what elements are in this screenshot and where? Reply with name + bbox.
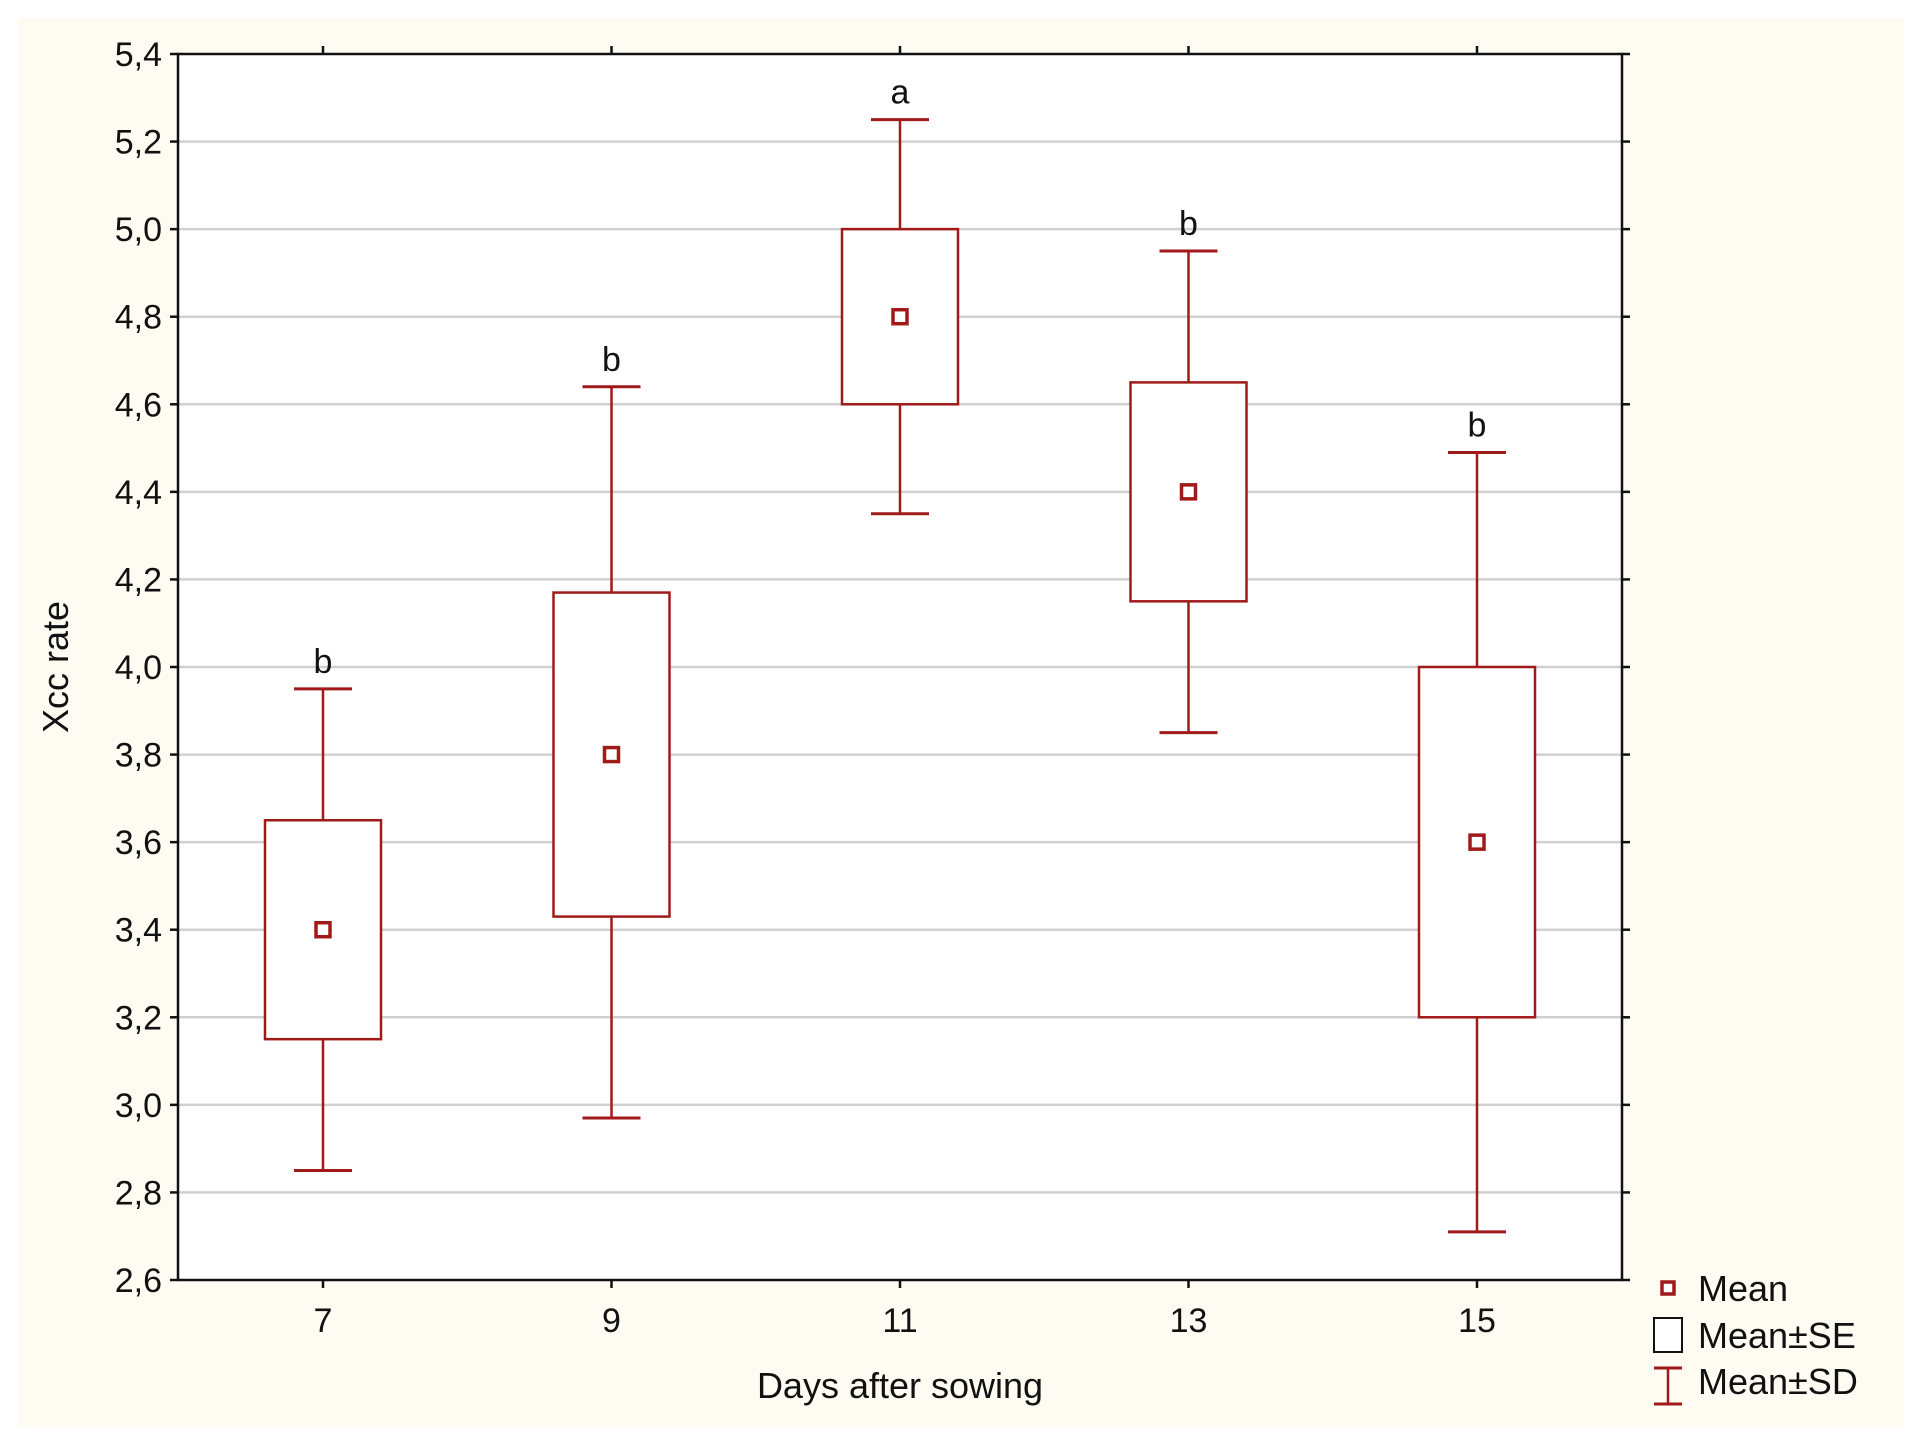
- significance-label: b: [1179, 205, 1198, 243]
- legend-entry-mean: Mean: [1660, 1268, 1788, 1309]
- mean-marker: [891, 307, 909, 326]
- box-marks: b b a b b: [263, 74, 1537, 1234]
- y-tick-label: 3,4: [115, 912, 162, 950]
- y-tick-label: 4,8: [115, 299, 162, 337]
- legend-se-box: [1653, 1317, 1683, 1353]
- legend-entry-sd: Mean±SD: [1654, 1361, 1858, 1406]
- y-tick-label: 5,2: [115, 124, 162, 162]
- y-tick-label: 4,4: [115, 474, 162, 512]
- y-tick-label: 5,0: [115, 211, 162, 249]
- legend-mean-marker: [1660, 1280, 1676, 1296]
- box-plot-chart: b b a b b 2,6 2,8 3,0 3,2 3,4 3,6 3,8 4,0 4,2 4,4 4,6 4…: [35, 36, 1858, 1406]
- y-tick-label: 3,2: [115, 999, 162, 1037]
- x-tick-label: 9: [602, 1302, 621, 1340]
- mean-marker: [1179, 483, 1198, 501]
- significance-label: a: [891, 74, 910, 112]
- box-group-day-15: b: [1417, 406, 1537, 1234]
- y-tick-label: 2,6: [115, 1262, 162, 1300]
- significance-label: b: [314, 643, 333, 681]
- mean-marker: [1468, 833, 1486, 851]
- legend-entry-se: Mean±SE: [1653, 1315, 1856, 1356]
- y-tick-label: 3,6: [115, 824, 162, 862]
- y-tick-label: 3,8: [115, 737, 162, 775]
- x-tick-label: 7: [314, 1302, 333, 1340]
- x-axis-title: Days after sowing: [757, 1365, 1043, 1406]
- mean-marker: [314, 920, 332, 939]
- mean-marker: [602, 745, 621, 764]
- x-tick-label: 11: [882, 1302, 917, 1340]
- box-group-day-13: b: [1129, 205, 1248, 735]
- x-tick-label: 15: [1458, 1302, 1496, 1340]
- y-axis: 2,6 2,8 3,0 3,2 3,4 3,6 3,8 4,0 4,2 4,4 4,6 4,8 5,0 5…: [115, 36, 1630, 1300]
- legend-label-sd: Mean±SD: [1698, 1361, 1858, 1402]
- y-tick-label: 4,2: [115, 561, 162, 599]
- y-tick-label: 4,6: [115, 386, 162, 424]
- box-group-day-9: b: [552, 341, 671, 1120]
- legend-label-mean: Mean: [1698, 1268, 1788, 1309]
- x-axis: 7 9 11 13 15: [314, 46, 1496, 1340]
- y-tick-label: 2,8: [115, 1174, 162, 1212]
- significance-label: b: [1468, 406, 1487, 444]
- y-tick-label: 3,0: [115, 1087, 162, 1125]
- y-axis-title: Xcc rate: [35, 601, 76, 733]
- box-group-day-11: a: [840, 74, 960, 516]
- y-tick-label: 5,4: [115, 36, 162, 74]
- x-tick-label: 13: [1170, 1302, 1208, 1340]
- y-tick-label: 4,0: [115, 649, 162, 687]
- chart-figure: b b a b b 2,6 2,8 3,0 3,2 3,4 3,6 3,8 4,0 4,2 4,4 4,6 4…: [18, 18, 1904, 1428]
- significance-label: b: [602, 341, 621, 379]
- legend-label-se: Mean±SE: [1698, 1315, 1856, 1356]
- legend: Mean Mean±SE Mean±SD: [1653, 1268, 1858, 1406]
- box-group-day-7: b: [263, 643, 383, 1173]
